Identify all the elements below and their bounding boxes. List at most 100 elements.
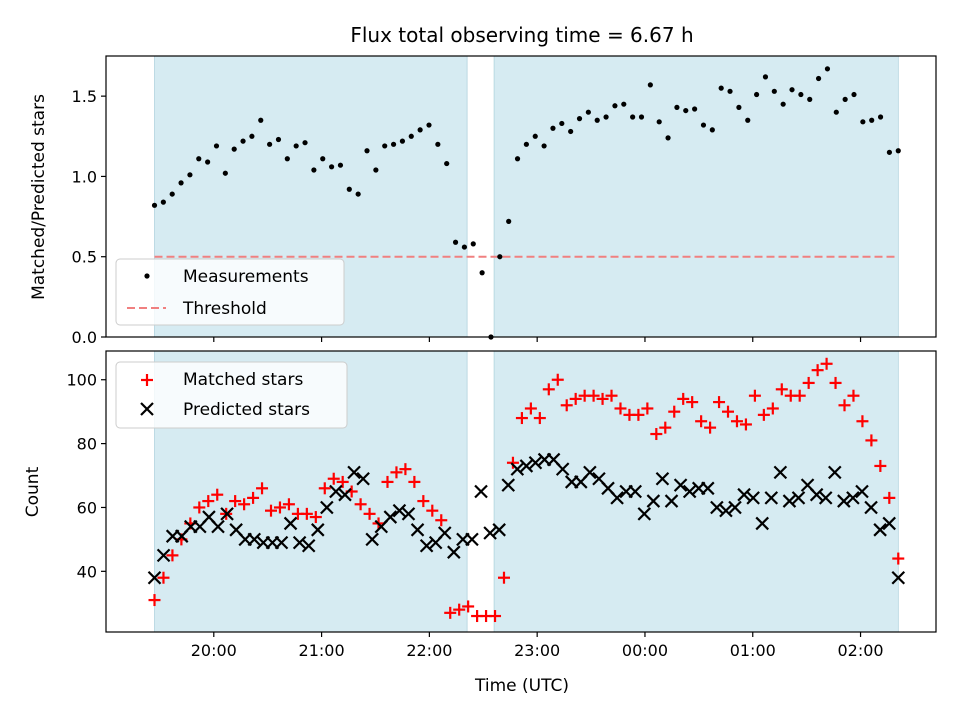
matched-star-point [282,498,295,511]
matched-star-point [354,498,367,511]
x-tick-label: 20:00 [191,641,237,660]
measurement-point [851,91,857,98]
measurement-point [798,91,804,98]
matched-star-point [381,475,394,488]
matched-star-point [229,495,242,508]
predicted-star-point [655,471,670,486]
matched-star-point [399,463,412,476]
measurement-point [187,172,193,178]
predicted-star-point [338,487,352,502]
predicted-star-point [365,532,379,547]
matched-star-point [748,389,761,402]
matched-star-point [560,399,573,412]
ratio-panel: 0.0 0.5 1.0 1.5 Matched/Predicted stars Mea… [29,55,937,347]
count-plot-frame [105,350,937,633]
matched-star-point [650,428,663,441]
predicted-star-point [447,545,461,559]
predicted-star-point [628,484,643,499]
matched-star-point [641,402,654,415]
predicted-star-point [501,478,516,492]
measurement-point [638,114,645,120]
matched-star-point [238,498,251,511]
matched-star-point [166,549,179,562]
measurement-point [585,109,591,115]
predicted-star-point [710,500,724,515]
predicted-star-point [873,523,887,537]
measurement-point [435,141,441,147]
measurement-point [169,191,175,197]
predicted-star-point [301,539,316,553]
matched-star-point [730,415,743,428]
predicted-star-point [664,494,679,508]
measurement-point [523,141,529,147]
measurement-point [337,162,344,168]
measurement-point [612,103,618,109]
x-tick-label: 22:00 [406,641,452,660]
observing-window-band [493,55,899,338]
predicted-star-point [891,570,906,585]
measurement-point [603,114,609,120]
matched-star-point [524,402,537,415]
predicted-star-point [310,523,325,537]
measurement-point [506,218,512,224]
measurement-point [568,128,574,135]
ratio-legend-box [115,258,345,326]
matched-star-point [856,415,869,428]
measurement-point [293,143,299,149]
predicted-star-point [818,491,833,505]
measurement-point [222,170,228,176]
matched-star-point [202,495,215,508]
measurement-point [196,156,202,162]
y-tick-label: 40 [77,562,97,581]
predicted-star-point [773,465,788,480]
ratio-x-ticks [213,337,862,342]
measurement-point [399,138,406,144]
matched-star-point [766,402,779,415]
legend-measurements-marker [144,273,150,279]
measurement-point [426,122,432,128]
measurement-point [754,91,760,98]
predicted-star-point [837,494,851,508]
measurement-point [444,160,450,167]
measurement-point [390,141,397,147]
matched-star-point [148,594,161,607]
predicted-stars-points [147,452,906,585]
ratio-plot-frame [105,55,937,338]
predicted-star-point [392,503,407,518]
predicted-star-point [701,481,715,496]
measurement-point [559,120,565,127]
matched-star-point [157,571,170,584]
measurement-point [275,136,282,143]
y-tick-label: 1.5 [72,87,97,106]
matched-star-point [569,392,582,405]
predicted-star-point [809,487,824,502]
y-tick-label: 60 [77,498,97,517]
measurement-point [240,138,246,144]
measurement-point [745,117,751,123]
matched-star-point [515,412,528,425]
predicted-star-point [292,535,307,550]
measurement-point [311,167,317,173]
legend-matched-marker [141,374,153,386]
matched-star-point [193,501,206,514]
matched-star-point [426,504,439,517]
measurement-point [665,135,671,141]
ratio-y-axis-label: Matched/Predicted stars [29,94,49,300]
matched-star-point [256,482,269,495]
legend-measurements-label: Measurements [183,267,309,287]
predicted-star-point [673,478,688,492]
matched-star-point [775,383,788,396]
matched-star-point [453,603,466,616]
predicted-star-point [483,526,497,540]
predicted-star-point [855,484,869,499]
legend-predicted-label: Predicted stars [183,400,310,420]
predicted-star-point [755,516,769,531]
measurement-point [621,101,627,107]
predicted-star-point [147,570,162,585]
measurement-point [780,101,786,107]
measurement-point [824,66,831,72]
measurement-point [205,159,211,165]
matched-star-point [793,389,806,402]
predicted-star-point [492,523,506,537]
predicted-star-point [410,523,425,537]
